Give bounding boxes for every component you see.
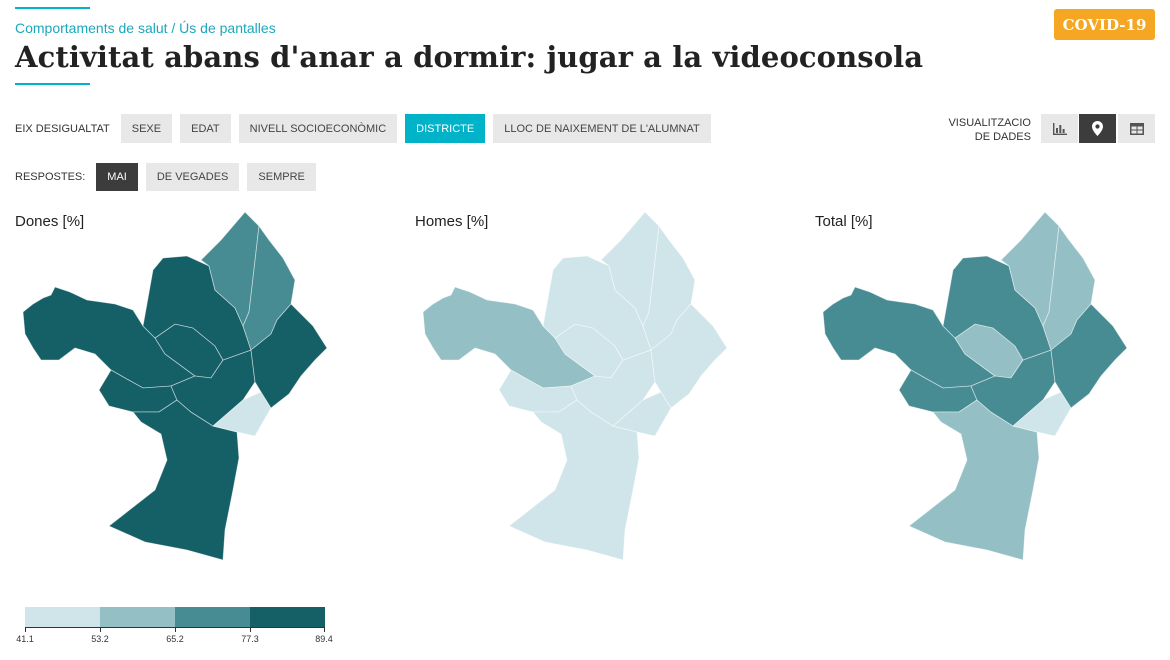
legend-break-label: 89.4 [315, 634, 333, 644]
legend-break-label: 65.2 [166, 634, 184, 644]
legend-tick [25, 627, 26, 632]
axis-option-lloc-naixement[interactable]: LLOC DE NAIXEMENT DE L'ALUMNAT [493, 114, 711, 143]
header-accent-line [15, 7, 90, 9]
district-sant-marti[interactable] [650, 303, 728, 409]
axis-option-sexe[interactable]: SEXE [120, 114, 173, 143]
legend-tick [324, 627, 325, 632]
title-underline [15, 83, 90, 85]
axis-option-edat[interactable]: EDAT [180, 114, 231, 143]
axis-option-nivell-socioeconomic[interactable]: NIVELL SOCIOECONÒMIC [238, 114, 398, 143]
inequality-axis-label: EIX DESIGUALTAT [15, 122, 110, 135]
bar-chart-icon [1052, 122, 1067, 135]
table-icon [1129, 122, 1144, 135]
answers-label: RESPOSTES: [15, 171, 86, 183]
answer-option-de-vegades[interactable]: DE VEGADES [145, 163, 240, 191]
legend-bin-2 [100, 607, 175, 627]
page-title: Activitat abans d'anar a dormir: jugar a… [15, 40, 924, 74]
legend-tick [100, 627, 101, 632]
legend-break-label: 41.1 [16, 634, 34, 644]
inequality-axis-filter: EIX DESIGUALTAT SEXE EDAT NIVELL SOCIOEC… [15, 114, 711, 143]
map-view-button[interactable] [1079, 114, 1116, 143]
answer-option-mai[interactable]: MAI [96, 163, 138, 191]
map-title-dones: Dones [%] [15, 213, 85, 230]
choropleth-map-total [822, 211, 1128, 561]
table-view-button[interactable] [1118, 114, 1155, 143]
map-title-total: Total [%] [815, 213, 873, 230]
visualization-label: VISUALITZACIO DE DADES [948, 117, 1031, 143]
answers-filter: RESPOSTES: MAI DE VEGADES SEMPRE [15, 163, 316, 191]
district-sant-marti[interactable] [250, 303, 328, 409]
color-legend [25, 607, 325, 627]
choropleth-map-homes [422, 211, 728, 561]
legend-break-label: 53.2 [91, 634, 109, 644]
district-sant-marti[interactable] [1050, 303, 1128, 409]
covid-19-button[interactable]: COVID-19 [1054, 9, 1155, 40]
legend-bin-1 [25, 607, 100, 627]
answer-option-sempre[interactable]: SEMPRE [247, 163, 316, 191]
legend-break-label: 77.3 [241, 634, 259, 644]
legend-tick [250, 627, 251, 632]
choropleth-map-dones [22, 211, 328, 561]
legend-tick [175, 627, 176, 632]
legend-bin-3 [175, 607, 250, 627]
legend-bin-4 [250, 607, 325, 627]
bar-chart-view-button[interactable] [1041, 114, 1078, 143]
axis-option-districte[interactable]: DISTRICTE [405, 114, 486, 143]
breadcrumb[interactable]: Comportaments de salut / Ús de pantalles [15, 20, 276, 36]
map-pin-icon [1092, 121, 1103, 136]
map-title-homes: Homes [%] [415, 213, 489, 230]
